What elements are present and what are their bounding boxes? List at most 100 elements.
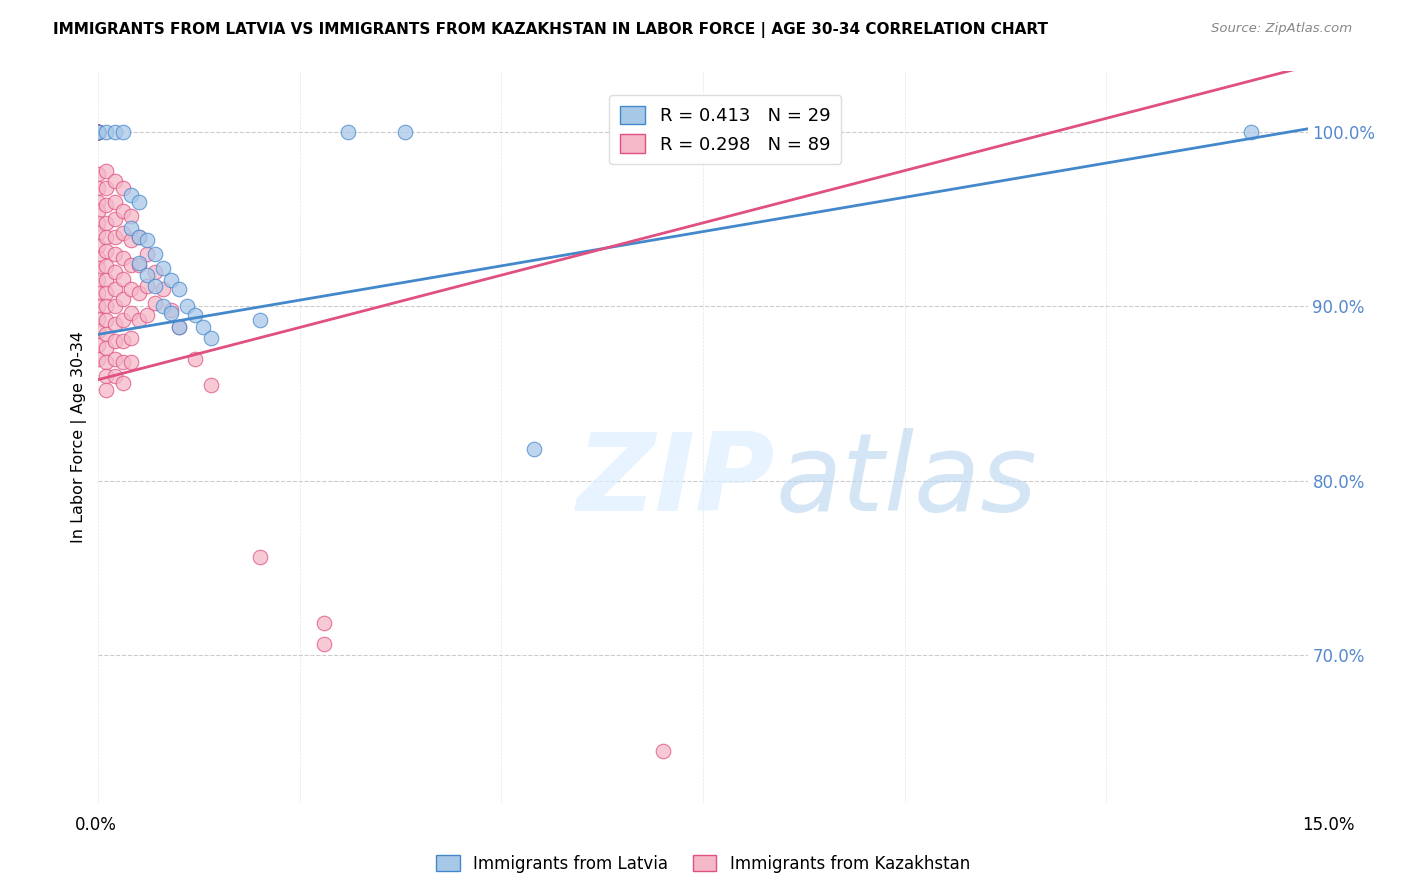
Point	[111, 376, 134, 390]
Point	[111, 355, 134, 369]
Point	[103, 265, 125, 279]
Point	[120, 188, 142, 202]
Point	[87, 125, 110, 139]
Point	[651, 743, 673, 757]
Point	[249, 313, 271, 327]
Text: 15.0%: 15.0%	[1302, 816, 1355, 834]
Point	[103, 369, 125, 384]
Text: 0.0%: 0.0%	[75, 816, 117, 834]
Point	[96, 341, 118, 355]
Point	[87, 324, 110, 338]
Point	[96, 181, 118, 195]
Point	[111, 293, 134, 307]
Point	[87, 181, 110, 195]
Point	[96, 125, 118, 139]
Point	[96, 355, 118, 369]
Point	[1240, 125, 1263, 139]
Point	[96, 369, 118, 384]
Point	[103, 300, 125, 314]
Point	[128, 194, 150, 209]
Point	[87, 125, 110, 139]
Point	[167, 320, 190, 334]
Point	[193, 320, 215, 334]
Point	[184, 351, 207, 366]
Point	[87, 203, 110, 218]
Point	[103, 194, 125, 209]
Point	[87, 261, 110, 276]
Text: atlas: atlas	[776, 428, 1038, 533]
Point	[143, 265, 166, 279]
Point	[135, 233, 157, 247]
Point	[87, 338, 110, 352]
Point	[111, 313, 134, 327]
Point	[87, 125, 110, 139]
Point	[87, 125, 110, 139]
Point	[96, 216, 118, 230]
Point	[120, 355, 142, 369]
Point	[87, 125, 110, 139]
Point	[103, 351, 125, 366]
Text: IMMIGRANTS FROM LATVIA VS IMMIGRANTS FROM KAZAKHSTAN IN LABOR FORCE | AGE 30-34 : IMMIGRANTS FROM LATVIA VS IMMIGRANTS FRO…	[53, 22, 1049, 38]
Point	[96, 273, 118, 287]
Point	[523, 442, 546, 457]
Point	[167, 320, 190, 334]
Point	[87, 194, 110, 209]
Point	[103, 229, 125, 244]
Point	[87, 125, 110, 139]
Point	[87, 125, 110, 139]
Point	[120, 306, 142, 320]
Point	[143, 247, 166, 261]
Point	[314, 616, 336, 631]
Point	[135, 268, 157, 282]
Point	[87, 300, 110, 314]
Point	[96, 198, 118, 212]
Point	[96, 229, 118, 244]
Point	[120, 209, 142, 223]
Point	[167, 282, 190, 296]
Point	[128, 285, 150, 300]
Point	[87, 167, 110, 181]
Y-axis label: In Labor Force | Age 30-34: In Labor Force | Age 30-34	[72, 331, 87, 543]
Point	[128, 229, 150, 244]
Point	[128, 229, 150, 244]
Point	[96, 163, 118, 178]
Point	[87, 125, 110, 139]
Point	[96, 383, 118, 397]
Legend: Immigrants from Latvia, Immigrants from Kazakhstan: Immigrants from Latvia, Immigrants from …	[430, 848, 976, 880]
Point	[111, 181, 134, 195]
Point	[96, 244, 118, 258]
Point	[128, 256, 150, 270]
Point	[111, 203, 134, 218]
Point	[111, 125, 134, 139]
Point	[111, 334, 134, 349]
Point	[143, 296, 166, 310]
Point	[394, 125, 416, 139]
Point	[143, 278, 166, 293]
Point	[96, 260, 118, 274]
Point	[96, 327, 118, 342]
Point	[152, 282, 174, 296]
Text: ZIP: ZIP	[578, 428, 776, 534]
Point	[135, 247, 157, 261]
Point	[200, 377, 222, 392]
Point	[96, 285, 118, 300]
Point	[103, 247, 125, 261]
Point	[111, 251, 134, 265]
Legend: R = 0.413   N = 29, R = 0.298   N = 89: R = 0.413 N = 29, R = 0.298 N = 89	[609, 95, 841, 164]
Point	[103, 212, 125, 227]
Text: Source: ZipAtlas.com: Source: ZipAtlas.com	[1212, 22, 1353, 36]
Point	[249, 550, 271, 565]
Point	[337, 125, 360, 139]
Point	[103, 174, 125, 188]
Point	[111, 271, 134, 285]
Point	[103, 334, 125, 349]
Point	[87, 351, 110, 366]
Point	[87, 227, 110, 241]
Point	[96, 300, 118, 314]
Point	[314, 637, 336, 651]
Point	[87, 125, 110, 139]
Point	[87, 285, 110, 300]
Point	[120, 282, 142, 296]
Point	[103, 282, 125, 296]
Point	[152, 261, 174, 276]
